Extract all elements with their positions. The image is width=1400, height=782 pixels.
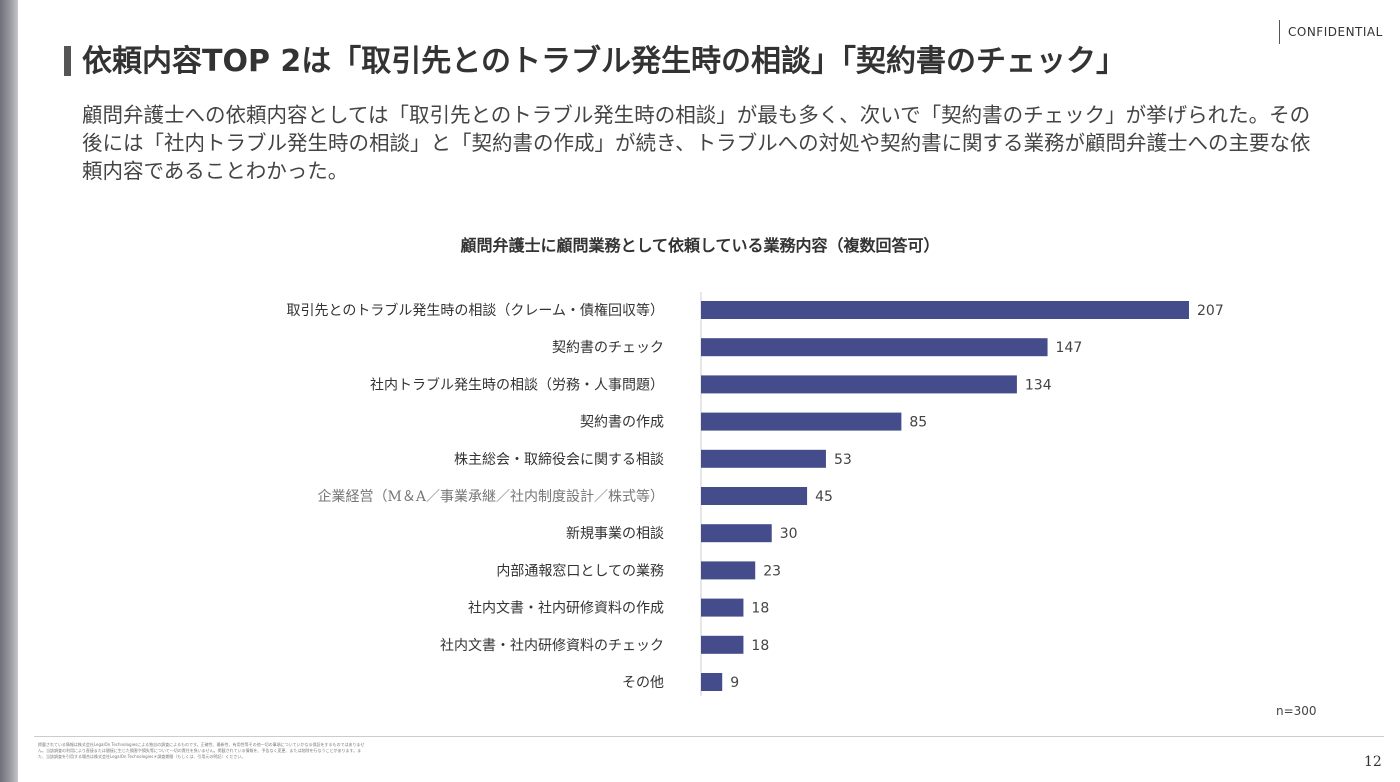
category-label: 新規事業の相談 [566,526,664,542]
sample-size-label: n=300 [1276,704,1317,718]
page-description: 顧問弁護士への依頼内容としては「取引先とのトラブル発生時の相談」が最も多く、次い… [82,103,1311,183]
chart-title: 顧問弁護士に顧問業務として依頼している業務内容（複数回答可） [460,236,940,255]
category-label: 契約書の作成 [580,415,664,431]
bar-value-label: 18 [751,601,769,617]
bar-value-label: 207 [1197,303,1224,319]
left-decorative-strip [0,0,18,782]
category-label: 企業経営（M＆A／事業承継／社内制度設計／株式等） [318,488,664,505]
footnote: 掲載されている情報は株式会社LegalOn Technologiesによる独自の… [38,742,365,759]
confidential-label: CONFIDENTIAL [1279,20,1383,44]
category-label: 内部通報窓口としての業務 [496,562,664,579]
category-label: 株主総会・取締役会に関する相談 [454,451,664,468]
bar [701,673,723,691]
footer-divider [34,736,1384,737]
bar-value-label: 53 [834,452,852,468]
category-label: 社内文書・社内研修資料の作成 [468,601,664,617]
bar [701,524,772,543]
category-label: 契約書のチェック [552,340,664,356]
bar [701,487,808,505]
bar-value-label: 30 [780,526,798,542]
category-label: その他 [622,675,664,691]
category-label: 取引先とのトラブル発生時の相談（クレーム・債権回収等） [287,302,664,319]
bar [701,301,1189,319]
title-accent-bar [64,46,71,76]
bar-value-label: 134 [1025,377,1052,393]
bar [701,635,744,654]
page-title: 依頼内容TOP 2は「取引先とのトラブル発生時の相談」「契約書のチェック」 [82,44,1126,79]
bar-value-label: 45 [815,489,833,505]
bar-value-label: 18 [751,638,769,654]
bar [701,598,744,617]
bar [701,449,826,468]
bar-value-label: 147 [1056,340,1083,356]
bar-value-label: 9 [730,675,739,691]
bar [701,561,756,580]
bar [701,338,1048,357]
bar [701,375,1017,394]
bar-value-label: 85 [909,415,927,431]
page-number: 12 [1364,754,1382,770]
category-label: 社内文書・社内研修資料のチェック [440,638,664,654]
bar [701,412,902,431]
category-label: 社内トラブル発生時の相談（労務・人事問題） [370,376,664,393]
bar-value-label: 23 [763,563,781,579]
